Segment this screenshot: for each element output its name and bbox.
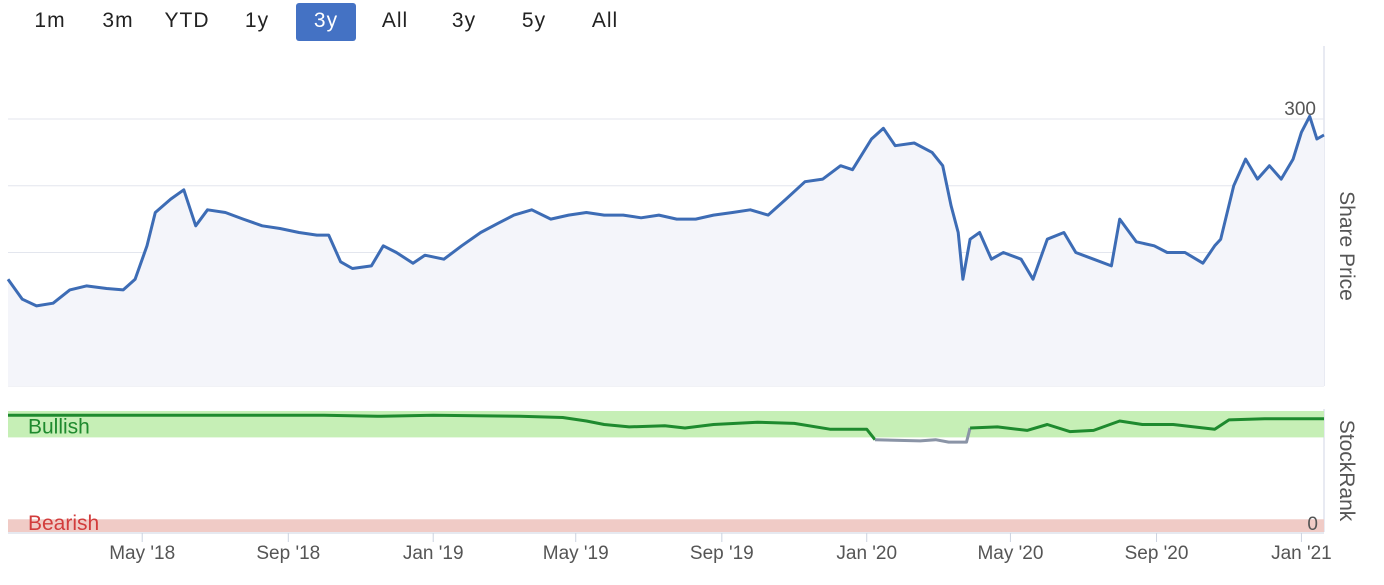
- range-button-all-2[interactable]: All: [591, 9, 619, 32]
- bullish-label: Bullish: [28, 415, 90, 438]
- x-axis-tick-label: May '19: [543, 543, 609, 564]
- price-y-tick-label: 300: [1284, 99, 1316, 120]
- range-button-3y-active[interactable]: 3y: [296, 3, 356, 41]
- range-button-all[interactable]: All: [381, 9, 409, 32]
- bearish-label: Bearish: [28, 512, 99, 535]
- range-button-1m[interactable]: 1m: [34, 9, 66, 32]
- x-axis-tick-label: May '18: [109, 543, 175, 564]
- x-axis-tick-label: May '20: [977, 543, 1043, 564]
- range-button-1y[interactable]: 1y: [244, 9, 270, 32]
- x-axis-tick-label: Sep '19: [690, 543, 754, 564]
- stockrank-line-below-bullish: [874, 427, 972, 444]
- rank-y-tick-label: 0: [1307, 514, 1318, 535]
- x-axis-tick-label: Sep '20: [1125, 543, 1189, 564]
- share-price-area: [8, 116, 1324, 387]
- share-price-line: [6, 114, 1325, 308]
- x-axis-tick-label: Jan '21: [1271, 543, 1332, 564]
- x-axis-tick-label: Jan '20: [836, 543, 897, 564]
- stockrank-axis-title: StockRank: [1335, 420, 1358, 522]
- range-button-3y[interactable]: 3y: [451, 9, 477, 32]
- range-button-5y[interactable]: 5y: [521, 9, 547, 32]
- stockrank-line: [970, 417, 1324, 434]
- bearish-zone: [8, 519, 1324, 532]
- x-axis-tick-label: Sep '18: [256, 543, 320, 564]
- price-and-stockrank-chart: 100150200250300Share PriceBullishBearish…: [6, 46, 1358, 564]
- x-axis-tick-label: Jan '19: [403, 543, 464, 564]
- stockrank-line: [8, 413, 877, 441]
- range-selector: 1m 3m YTD 1y 3y All 3y 5y All: [0, 0, 700, 46]
- range-button-3m[interactable]: 3m: [102, 9, 134, 32]
- range-button-ytd[interactable]: YTD: [164, 9, 210, 32]
- share-price-axis-title: Share Price: [1335, 191, 1358, 301]
